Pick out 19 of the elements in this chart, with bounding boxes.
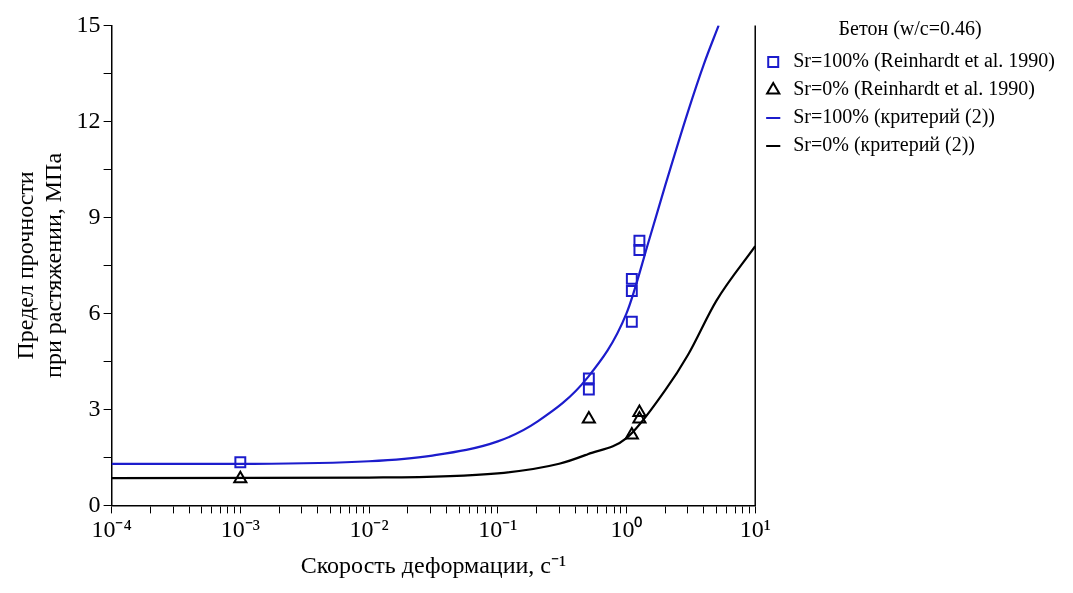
x-tick-label: 10⁰ [610, 516, 643, 543]
x-tick-label: 10⁻⁴ [91, 516, 132, 543]
y-tick-label: 6 [88, 298, 101, 325]
y-tick-label: 0 [88, 490, 101, 517]
x-axis-title: Скорость деформации, с⁻¹ [300, 551, 567, 578]
x-tick-label: 10¹ [739, 516, 771, 543]
x-tick-label: 10⁻² [349, 516, 389, 543]
y-tick-label: 3 [88, 394, 101, 421]
y-tick-label: 15 [76, 10, 101, 37]
legend-label: Sr=100% (Reinhardt et al. 1990) [793, 49, 1055, 73]
y-tick-label: 12 [76, 106, 101, 133]
legend-title: Бетон (w/c=0.46) [838, 17, 982, 41]
legend-label: Sr=100% (критерий (2)) [793, 105, 996, 129]
x-tick-label: 10⁻³ [220, 516, 260, 543]
x-tick-label: 10⁻¹ [478, 516, 518, 543]
y-tick-label: 9 [88, 202, 101, 229]
legend-label: Sr=0% (критерий (2)) [793, 133, 976, 157]
legend-label: Sr=0% (Reinhardt et al. 1990) [793, 77, 1035, 101]
y-axis-title: Предел прочности при растяжении, МПа [11, 152, 67, 378]
